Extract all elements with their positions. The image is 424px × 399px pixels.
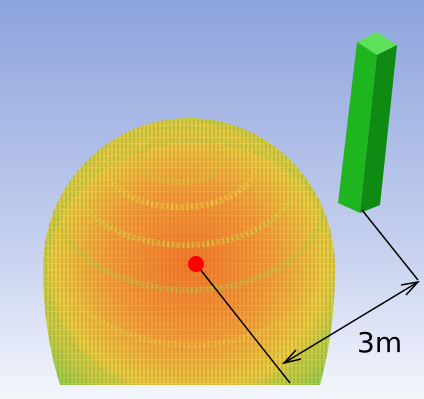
source-point bbox=[188, 256, 204, 272]
scene: 3m bbox=[0, 0, 424, 399]
distance-label: 3m bbox=[357, 326, 402, 359]
page: 3m (() => { const data = JSON.parse(docu… bbox=[0, 0, 424, 399]
